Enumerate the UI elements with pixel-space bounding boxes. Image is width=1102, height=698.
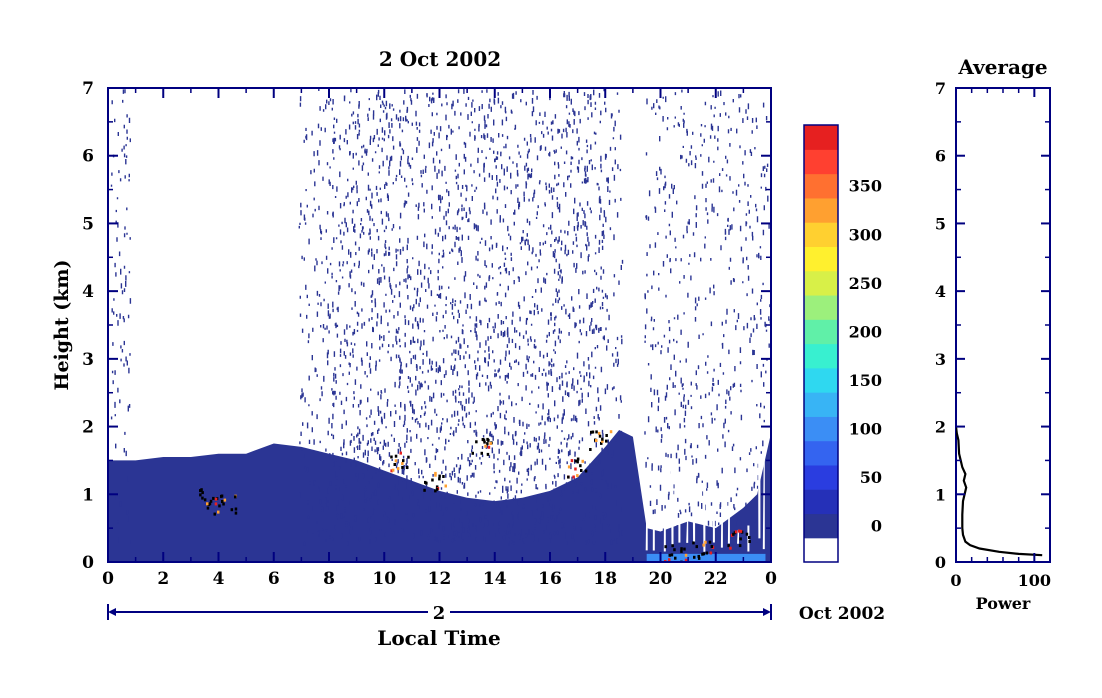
- hot-spot: [589, 430, 613, 451]
- profile-y-tick-label: 3: [935, 350, 946, 369]
- night-gaps: [645, 458, 765, 552]
- profile-y-tick-label: 5: [935, 214, 946, 233]
- colorbar-tick-label: 150: [849, 371, 882, 390]
- main-y-tick-label: 6: [82, 147, 94, 167]
- hot-spot: [692, 540, 715, 560]
- colorbar-segment: [804, 173, 838, 199]
- colorbar-tick-label: 350: [849, 177, 882, 196]
- hot-spot: [664, 544, 688, 562]
- colorbar-frame: [803, 124, 839, 563]
- day-line-right-arrow: [763, 608, 771, 616]
- profile-x-axis-label: Power: [976, 594, 1031, 613]
- date-label: Oct 2002: [799, 604, 885, 624]
- colorbar-labels: 0 50 100 150 200 250 300 350: [849, 177, 882, 536]
- main-y-tick-label: 4: [82, 282, 94, 302]
- main-x-tick-label: 16: [538, 569, 562, 589]
- profile-title: Average: [957, 55, 1047, 79]
- colorbar-tick-label: 0: [871, 517, 882, 536]
- profile-y-tick-label: 0: [935, 553, 946, 572]
- hot-spot: [727, 529, 751, 550]
- profile-y-tick-label: 6: [935, 147, 946, 166]
- main-y-tick-label: 3: [82, 350, 94, 370]
- main-x-tick-label: 8: [323, 569, 335, 589]
- main-x-tick-label: 20: [649, 569, 673, 589]
- colorbar-segment: [804, 513, 838, 539]
- profile-y-tick-label: 4: [935, 282, 946, 301]
- profile-plot-frame: [955, 87, 1051, 563]
- main-x-axis: 0 2 4 6 8 10 12 14 16 18 20 22 0: [102, 88, 777, 589]
- colorbar-segment: [804, 367, 838, 393]
- main-x-tick-label: 14: [483, 569, 507, 589]
- main-x-axis-label: Local Time: [377, 626, 500, 650]
- main-x-tick-label: 12: [428, 569, 452, 589]
- main-x-tick-label: 2: [157, 569, 169, 589]
- colorbar-segment: [804, 416, 838, 442]
- main-x-tick-label: 22: [704, 569, 728, 589]
- high-backscatter-spots: [199, 430, 751, 562]
- colorbar-segment: [804, 246, 838, 272]
- main-y-tick-label: 0: [82, 553, 94, 573]
- main-y-axis-label: Height (km): [51, 260, 73, 391]
- colorbar-segment: [804, 197, 838, 223]
- main-title: 2 Oct 2002: [379, 47, 501, 71]
- colorbar-tick-label: 250: [849, 274, 882, 293]
- backscatter-heatmap: [108, 88, 771, 562]
- main-x-tick-label: 4: [213, 569, 225, 589]
- colorbar-segment: [804, 294, 838, 320]
- colorbar-segment: [804, 319, 838, 345]
- main-x-tick-label: 6: [268, 569, 280, 589]
- main-x-tick-label: 0: [102, 569, 114, 589]
- main-x-tick-label: 18: [593, 569, 617, 589]
- profile-x-axis: 0 100: [950, 88, 1051, 590]
- main-y-tick-label: 5: [82, 214, 94, 234]
- main-y-tick-label: 7: [82, 79, 94, 99]
- colorbar-tick-label: 300: [849, 225, 882, 244]
- main-y-tick-label: 1: [82, 485, 94, 505]
- colorbar-segment: [804, 149, 838, 175]
- colorbar: [804, 125, 838, 563]
- hot-spot: [390, 451, 410, 473]
- hot-spot: [423, 471, 447, 493]
- day-line-left-arrow: [108, 608, 116, 616]
- colorbar-tick-label: 200: [849, 322, 882, 341]
- hot-spot: [567, 457, 588, 479]
- colorbar-segment: [804, 489, 838, 515]
- profile-y-tick-label: 1: [935, 485, 946, 504]
- profile-x-tick-label: 100: [1018, 571, 1051, 590]
- colorbar-segment: [804, 343, 838, 369]
- main-x-tick-label: 10: [372, 569, 396, 589]
- colorbar-segment: [804, 270, 838, 296]
- colorbar-segment: [804, 392, 838, 417]
- colorbar-tick-label: 50: [860, 468, 882, 487]
- colorbar-segment: [804, 537, 838, 563]
- profile-y-axis: 0 1 2 3 4 5 6 7: [935, 79, 1050, 572]
- day-label: 2: [433, 603, 446, 624]
- surface-layer: [646, 553, 766, 562]
- hot-spot: [213, 494, 238, 516]
- main-y-axis: 0 1 2 3 4 5 6 7: [82, 79, 771, 573]
- day-label-bg: [428, 601, 450, 623]
- colorbar-segment: [804, 125, 838, 150]
- main-x-tick-label: 0: [765, 569, 777, 589]
- hot-spot: [471, 437, 493, 456]
- colorbar-segment: [804, 440, 838, 466]
- profile-line: [956, 426, 1043, 557]
- colorbar-segment: [804, 464, 838, 490]
- profile-y-tick-label: 2: [935, 418, 946, 437]
- colorbar-tick-label: 100: [849, 420, 882, 439]
- main-y-tick-label: 2: [82, 418, 94, 438]
- profile-x-tick-label: 0: [950, 571, 961, 590]
- colorbar-segment: [804, 222, 838, 247]
- average-power-profile: [956, 426, 1043, 557]
- profile-y-tick-label: 7: [935, 79, 946, 98]
